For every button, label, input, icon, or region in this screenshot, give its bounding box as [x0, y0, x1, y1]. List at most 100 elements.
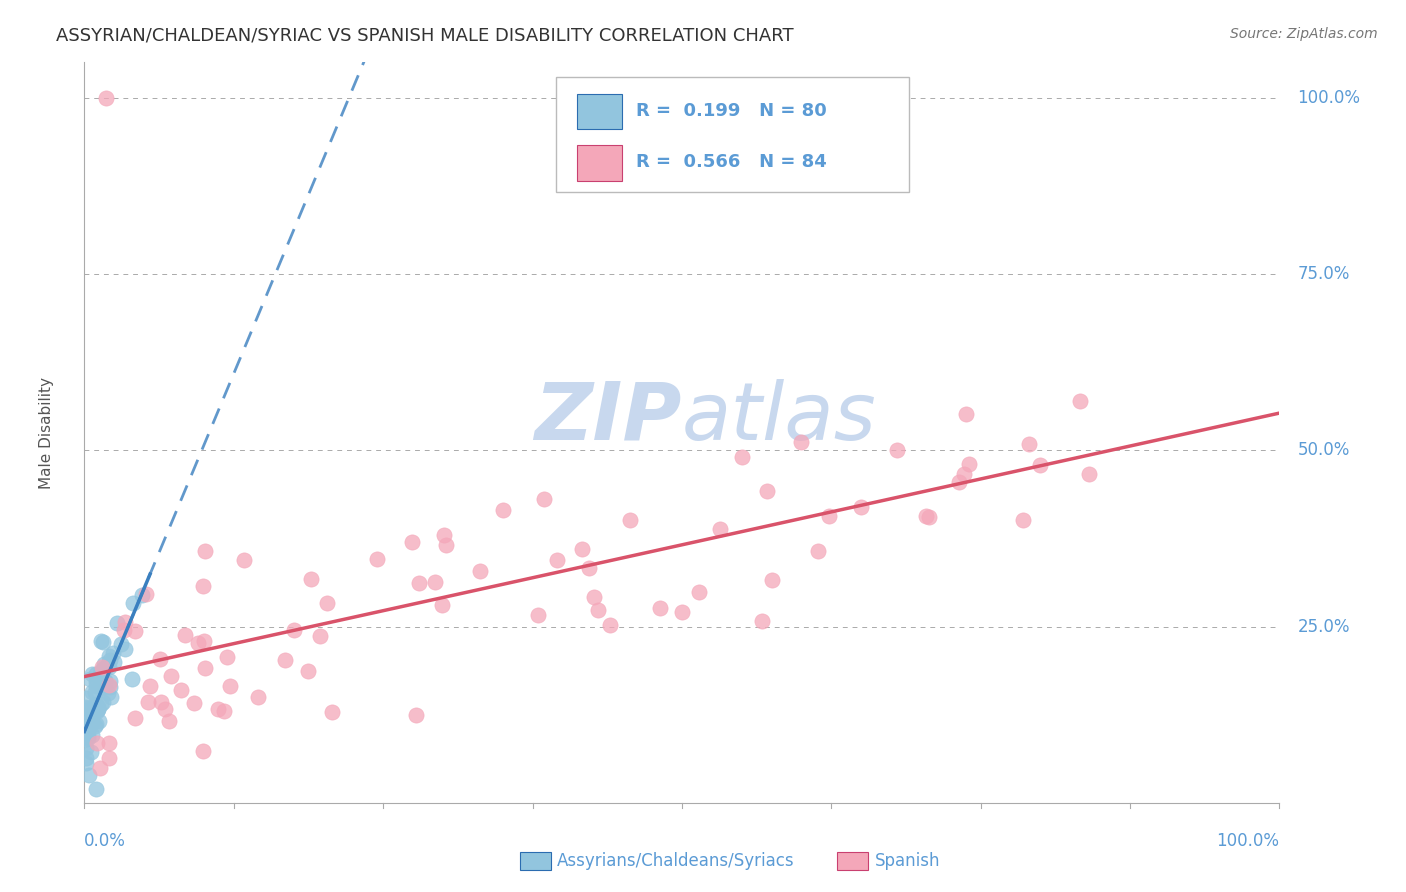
Point [94, 673, 117, 688]
Point [90, 698, 112, 712]
Text: ASSYRIAN/CHALDEAN/SYRIAC VS SPANISH MALE DISABILITY CORRELATION CHART: ASSYRIAN/CHALDEAN/SYRIAC VS SPANISH MALE… [56, 27, 794, 45]
Point [886, 443, 908, 458]
Point [90, 634, 112, 648]
Point [86, 781, 108, 796]
Point [98, 674, 121, 689]
Point [150, 695, 173, 709]
Point [1029, 458, 1052, 472]
Point [79, 714, 101, 728]
Point [94, 91, 117, 105]
Point [100, 690, 122, 704]
Point [98, 751, 121, 765]
Point [83, 704, 105, 718]
Point [316, 596, 339, 610]
Point [756, 483, 779, 498]
Point [97, 736, 120, 750]
Text: Source: ZipAtlas.com: Source: ZipAtlas.com [1230, 27, 1378, 41]
Point [851, 500, 873, 514]
Point [94, 673, 117, 688]
Text: 100.0%: 100.0% [1298, 88, 1361, 107]
Point [97, 686, 120, 700]
Point [90, 681, 112, 695]
Point [75, 720, 97, 734]
Point [90, 677, 112, 691]
Point [671, 605, 693, 619]
Point [76, 728, 98, 742]
Point [546, 553, 568, 567]
Point [283, 624, 305, 638]
Point [86, 704, 108, 718]
Point [98, 680, 121, 694]
Point [87, 702, 110, 716]
Point [97, 648, 120, 663]
Point [90, 663, 112, 677]
Point [75, 690, 97, 705]
Point [80, 684, 103, 698]
Point [80, 714, 103, 729]
Point [80, 728, 103, 742]
Point [297, 664, 319, 678]
Point [84, 674, 107, 689]
Point [578, 561, 600, 575]
Point [91, 695, 114, 709]
Point [1069, 394, 1091, 409]
Point [433, 527, 456, 541]
Point [75, 704, 97, 718]
Point [401, 534, 423, 549]
Text: 100.0%: 100.0% [1216, 832, 1279, 850]
Point [79, 714, 101, 729]
Point [75, 713, 97, 727]
Point [219, 679, 242, 693]
Point [709, 522, 731, 536]
Point [103, 655, 125, 669]
Text: Spanish: Spanish [875, 852, 941, 870]
Point [648, 601, 671, 615]
Point [101, 646, 124, 660]
Point [93, 680, 115, 694]
Point [1018, 437, 1040, 451]
FancyBboxPatch shape [576, 145, 623, 181]
Point [214, 704, 236, 718]
Text: Assyrians/Chaldeans/Syriacs: Assyrians/Chaldeans/Syriacs [557, 852, 794, 870]
Point [131, 588, 153, 602]
Point [84, 718, 107, 732]
FancyBboxPatch shape [557, 78, 910, 192]
Point [918, 509, 941, 524]
Point [731, 450, 754, 465]
Point [97, 678, 120, 692]
Point [84, 679, 107, 693]
Point [915, 509, 938, 524]
Point [76, 716, 98, 731]
Point [470, 564, 492, 578]
Point [599, 617, 621, 632]
Point [273, 653, 295, 667]
Point [105, 615, 128, 630]
Point [75, 740, 97, 755]
Point [114, 615, 136, 629]
Point [159, 669, 181, 683]
Point [405, 707, 427, 722]
Text: R =  0.199   N = 80: R = 0.199 N = 80 [637, 102, 827, 120]
Point [87, 699, 110, 714]
Point [93, 657, 115, 671]
Point [89, 760, 111, 774]
Point [155, 702, 177, 716]
Point [89, 671, 111, 685]
Point [75, 719, 97, 733]
Text: R =  0.566   N = 84: R = 0.566 N = 84 [637, 153, 827, 171]
Point [233, 553, 256, 567]
Point [957, 458, 980, 472]
Point [84, 697, 107, 711]
Point [100, 653, 122, 667]
Point [688, 585, 710, 599]
Point [751, 615, 773, 629]
Point [533, 491, 555, 506]
Point [114, 642, 136, 657]
Point [186, 635, 208, 649]
Point [77, 717, 100, 731]
Point [408, 576, 430, 591]
Point [124, 624, 146, 639]
Point [75, 751, 97, 765]
Point [97, 660, 120, 674]
Point [193, 744, 215, 758]
